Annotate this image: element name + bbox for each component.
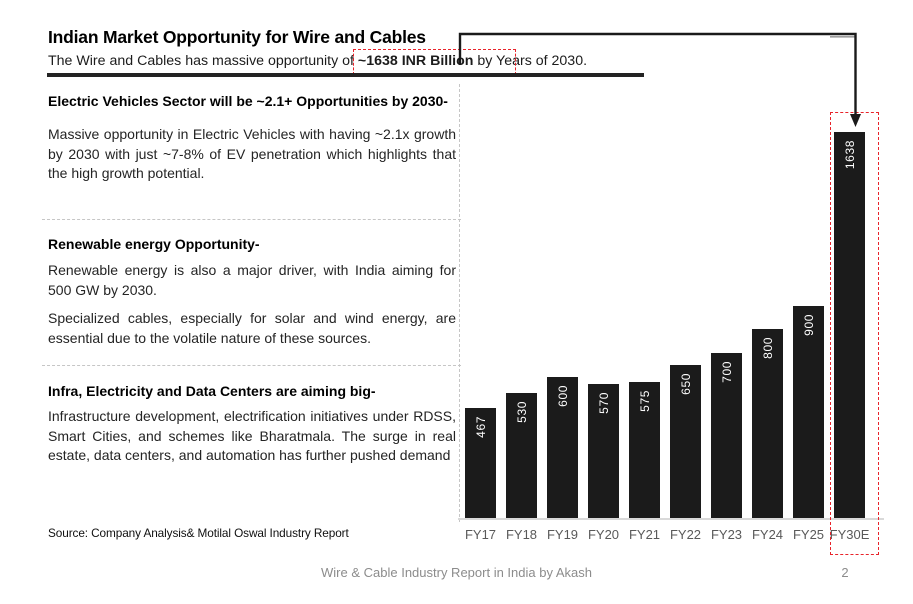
source-note: Source: Company Analysis& Motilal Oswal … bbox=[48, 526, 349, 540]
bar-value-label: 575 bbox=[637, 390, 652, 412]
bar-value-label: 900 bbox=[801, 314, 816, 336]
bar-fy17: 467 bbox=[465, 408, 496, 518]
x-axis-label-fy24: FY24 bbox=[751, 527, 784, 542]
bar-fy22: 650 bbox=[670, 365, 701, 518]
bar-fy24: 800 bbox=[752, 329, 783, 518]
footer-text: Wire & Cable Industry Report in India by… bbox=[321, 565, 592, 580]
x-axis-label-fy19: FY19 bbox=[546, 527, 579, 542]
x-axis-label-fy20: FY20 bbox=[587, 527, 620, 542]
x-axis-label-fy17: FY17 bbox=[464, 527, 497, 542]
page-number: 2 bbox=[841, 565, 849, 580]
subtitle-highlight: ~1638 INR Billion bbox=[352, 49, 517, 75]
bar-fy19: 600 bbox=[547, 377, 578, 518]
subtitle: The Wire and Cables has massive opportun… bbox=[48, 49, 588, 75]
page-title: Indian Market Opportunity for Wire and C… bbox=[48, 27, 426, 47]
section-heading: Renewable energy Opportunity- bbox=[48, 236, 260, 252]
fy30e-highlight-outline bbox=[830, 112, 879, 555]
bar-fy25: 900 bbox=[793, 306, 824, 518]
subtitle-highlight-text: ~1638 INR Billion bbox=[357, 53, 474, 69]
section-electric-vehicles: Electric Vehicles Sector will be ~2.1+ O… bbox=[48, 92, 456, 184]
bar-value-label: 530 bbox=[514, 401, 529, 423]
title-underline-rule bbox=[47, 73, 644, 77]
bar-value-label: 467 bbox=[473, 416, 488, 438]
section-paragraph: Renewable energy is also a major driver,… bbox=[48, 262, 456, 298]
x-axis-line bbox=[458, 518, 884, 520]
section-heading: Electric Vehicles Sector will be ~2.1+ O… bbox=[48, 93, 448, 109]
bar-fy18: 530 bbox=[506, 393, 537, 518]
bar-value-label: 650 bbox=[678, 373, 693, 395]
x-axis-label-fy18: FY18 bbox=[505, 527, 538, 542]
x-axis-label-fy30e: FY30E bbox=[829, 527, 870, 542]
section-paragraph: Specialized cables, especially for solar… bbox=[48, 310, 456, 346]
x-axis-label-fy21: FY21 bbox=[628, 527, 661, 542]
bar-value-label: 570 bbox=[596, 392, 611, 414]
subtitle-suffix: by Years of 2030. bbox=[473, 53, 588, 69]
bar-fy30e: 1638 bbox=[834, 132, 865, 518]
x-axis-label-fy25: FY25 bbox=[792, 527, 825, 542]
panel-divider-1 bbox=[42, 219, 461, 220]
bar-value-label: 800 bbox=[760, 337, 775, 359]
bar-fy23: 700 bbox=[711, 353, 742, 518]
panel-divider-2 bbox=[42, 365, 461, 366]
x-axis-label-fy22: FY22 bbox=[669, 527, 702, 542]
bar-fy21: 575 bbox=[629, 382, 660, 518]
bar-value-label: 700 bbox=[719, 361, 734, 383]
subtitle-prefix: The Wire and Cables has massive opportun… bbox=[48, 53, 358, 69]
section-renewable-energy: Renewable energy Opportunity- Renewable … bbox=[48, 235, 456, 348]
bar-value-label: 600 bbox=[555, 385, 570, 407]
section-heading: Infra, Electricity and Data Centers are … bbox=[48, 383, 376, 399]
section-infra-data-centers: Infra, Electricity and Data Centers are … bbox=[48, 382, 456, 466]
bar-fy20: 570 bbox=[588, 384, 619, 518]
panel-right-dashed-border bbox=[459, 84, 460, 522]
section-paragraph: Infrastructure development, electrificat… bbox=[48, 408, 456, 463]
section-paragraph: Massive opportunity in Electric Vehicles… bbox=[48, 126, 456, 181]
x-axis-label-fy23: FY23 bbox=[710, 527, 743, 542]
